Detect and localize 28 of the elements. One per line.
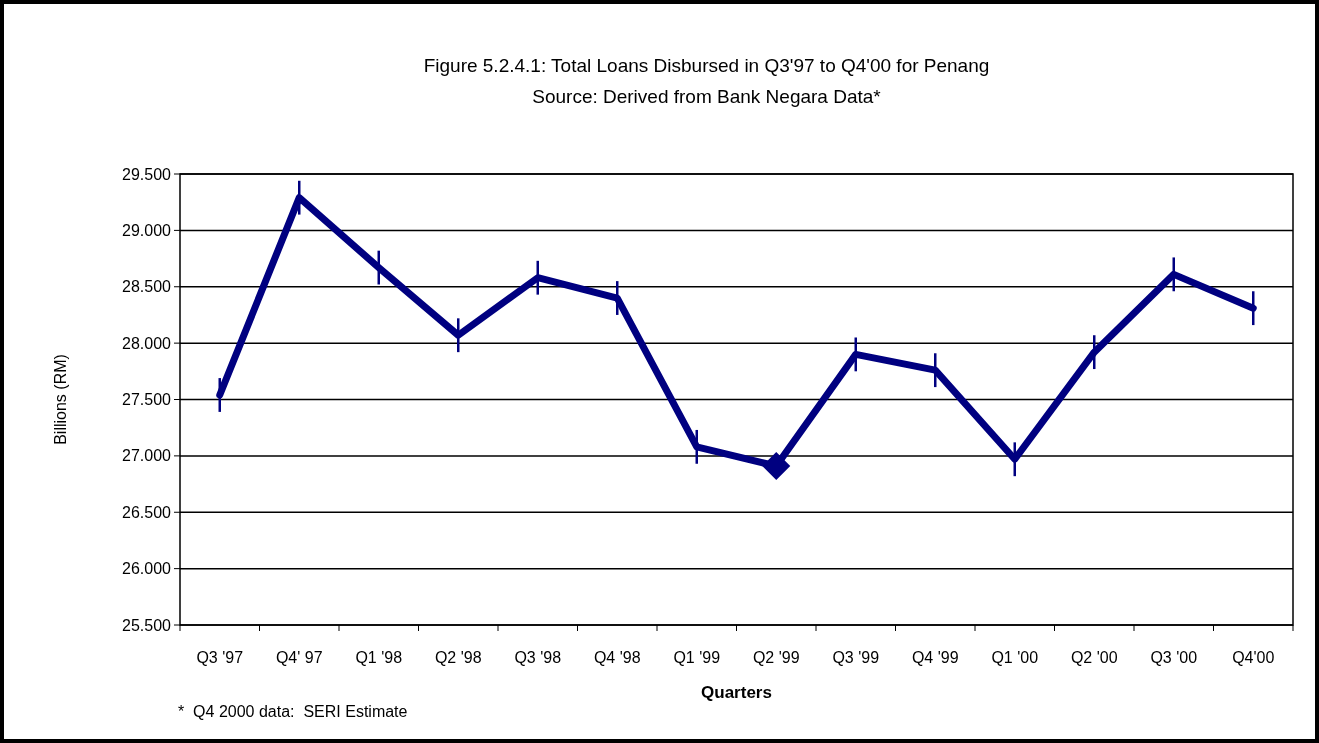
x-tick-label: Q4'00 xyxy=(1232,649,1275,666)
x-tick-label: Q1 '99 xyxy=(673,649,721,666)
y-tick-label: 27.000 xyxy=(122,447,172,465)
x-tick-label: Q3 '99 xyxy=(832,649,880,666)
text: * Q4 2000 data: SERI Estimate xyxy=(178,703,408,720)
x-tick-label: Q2 '99 xyxy=(752,649,800,666)
x-axis-title: Quarters xyxy=(701,683,772,702)
y-tick-label: 26.000 xyxy=(122,560,172,578)
y-tick-label: 25.500 xyxy=(122,616,172,634)
y-tick-label: 26.500 xyxy=(122,503,172,521)
y-tick-label: 28.000 xyxy=(122,334,172,352)
chart-subtitle: Source: Derived from Bank Negara Data* xyxy=(532,86,882,107)
x-tick-label: Q2 '98 xyxy=(434,649,482,666)
x-tick-label: Q1 '00 xyxy=(991,649,1039,666)
x-tick-label: Q1 '98 xyxy=(355,649,403,666)
x-tick-label: Q4' 97 xyxy=(275,649,323,666)
chart-title: Figure 5.2.4.1: Total Loans Disbursed in Q3'97 to Q4'00 for Penang xyxy=(423,55,990,76)
x-tick-label: Q3 '98 xyxy=(514,649,562,666)
y-tick-label: 29.000 xyxy=(122,221,172,239)
y-axis-title: Billions (RM) xyxy=(52,354,69,445)
x-tick-label: Q3 '97 xyxy=(196,649,244,666)
y-tick-label: 29.500 xyxy=(122,165,172,183)
x-tick-label: Q3 '00 xyxy=(1150,649,1198,666)
x-tick-label: Q4 '98 xyxy=(593,649,641,666)
x-tick-label: Q4 '99 xyxy=(911,649,959,666)
x-tick-label: Q2 '00 xyxy=(1070,649,1118,666)
y-tick-label: 28.500 xyxy=(122,278,172,296)
y-tick-label: 27.500 xyxy=(122,391,172,409)
